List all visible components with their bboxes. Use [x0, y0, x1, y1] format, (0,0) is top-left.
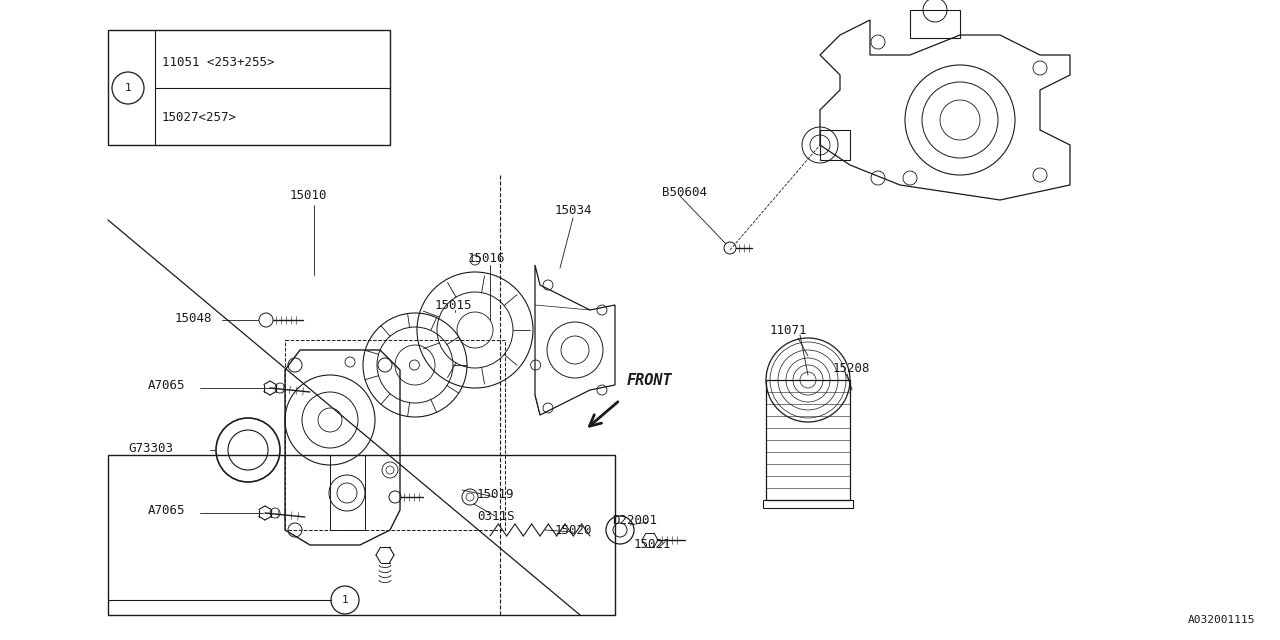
- Bar: [285, 340, 506, 530]
- Bar: [763, 500, 852, 508]
- Text: D22001: D22001: [612, 513, 657, 527]
- Text: 15027<257>: 15027<257>: [163, 111, 237, 124]
- Text: B50604: B50604: [662, 186, 707, 198]
- Text: 15021: 15021: [634, 538, 672, 552]
- Text: 1: 1: [124, 83, 132, 93]
- Text: A032001115: A032001115: [1188, 615, 1254, 625]
- Text: 15034: 15034: [556, 204, 593, 216]
- Text: 1: 1: [342, 595, 348, 605]
- Bar: [108, 455, 614, 615]
- Text: 15208: 15208: [833, 362, 870, 374]
- Bar: [330, 455, 365, 530]
- Bar: [765, 380, 850, 500]
- Text: 15015: 15015: [435, 298, 472, 312]
- Text: G73303: G73303: [128, 442, 173, 454]
- Text: 15019: 15019: [477, 488, 515, 500]
- Text: 15016: 15016: [468, 252, 506, 264]
- Text: A7065: A7065: [148, 378, 186, 392]
- Text: FRONT: FRONT: [627, 373, 672, 388]
- Text: A7065: A7065: [148, 504, 186, 516]
- Bar: [910, 10, 960, 38]
- Bar: [820, 130, 850, 160]
- Text: 11071: 11071: [771, 323, 808, 337]
- Text: 11051 <253+255>: 11051 <253+255>: [163, 56, 274, 68]
- Text: 15010: 15010: [291, 189, 328, 202]
- Text: 15048: 15048: [175, 312, 212, 324]
- Text: 15020: 15020: [556, 524, 593, 536]
- Bar: [108, 30, 390, 145]
- Text: 0311S: 0311S: [477, 509, 515, 522]
